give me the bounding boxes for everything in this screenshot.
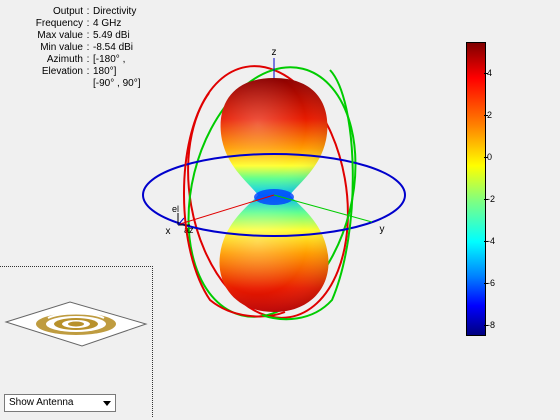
directivity-3d-pattern	[219, 78, 329, 312]
info-value: 4 GHz	[93, 18, 122, 29]
y-axis-label: y	[380, 224, 385, 235]
show-antenna-label: Show Antenna	[9, 397, 74, 408]
info-label: Frequency	[35, 18, 83, 29]
info-label: Azimuth	[46, 54, 83, 65]
info-row-max: Max value:5.49 dBi	[8, 30, 140, 42]
colorbar-tick: -4	[487, 236, 496, 246]
info-value: Directivity	[93, 6, 137, 17]
y-axis-line	[273, 194, 373, 223]
red-circle-front	[183, 92, 286, 318]
blue-azimuth-circle	[142, 153, 406, 237]
info-row-frequency: Frequency:4 GHz	[8, 18, 140, 30]
info-row-range: [-90° , 90°]	[8, 78, 140, 90]
colorbar-tick: -8	[487, 320, 496, 330]
colorbar-tick: 4	[487, 68, 493, 78]
chevron-down-icon[interactable]	[103, 401, 111, 406]
colorbar	[466, 42, 486, 336]
info-row-output: Output: Directivity	[8, 6, 140, 18]
info-row-azimuth: Azimuth: [-180° ,	[8, 54, 140, 66]
x-axis-label: x	[166, 226, 171, 237]
info-row-min: Min value: -8.54 dBi	[8, 42, 140, 54]
colorbar-tick: 2	[487, 110, 493, 120]
z-axis-label: z	[272, 47, 277, 58]
colorbar-tick: -6	[487, 278, 496, 288]
x-axis-line	[179, 194, 275, 225]
el-label: el	[172, 204, 179, 214]
info-label: Output	[52, 6, 83, 17]
info-value: -8.54 dBi	[93, 42, 134, 53]
pattern-info-panel: Output: Directivity Frequency:4 GHz Max v…	[8, 6, 141, 90]
info-label: Min value	[40, 42, 83, 53]
antenna-preview	[4, 301, 148, 347]
info-label: Max value	[37, 30, 83, 41]
green-circle-front	[261, 69, 354, 321]
az-label: az	[184, 225, 194, 235]
el-az-triad: el az	[172, 204, 194, 235]
info-value: [-180° ,	[93, 54, 126, 65]
info-value: 5.49 dBi	[93, 30, 130, 41]
colorbar-tick: 0	[487, 152, 493, 162]
info-value: 180°]	[93, 66, 117, 77]
antenna-panel	[0, 266, 153, 417]
show-antenna-dropdown[interactable]: Show Antenna	[4, 394, 116, 412]
colorbar-tick: -2	[487, 194, 496, 204]
info-label: Elevation	[41, 66, 83, 77]
red-elevation-circle	[187, 65, 349, 319]
info-value: [-90° , 90°]	[93, 78, 141, 89]
info-row-elevation: Elevation:180°]	[8, 66, 140, 78]
